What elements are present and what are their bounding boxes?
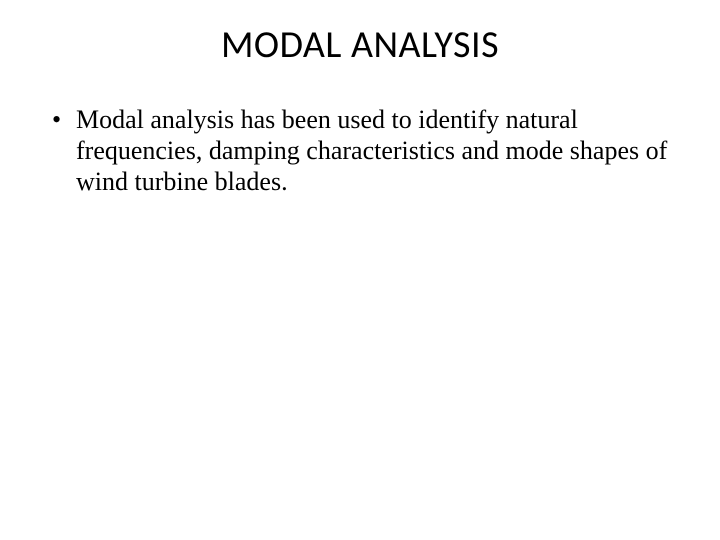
slide-container: MODAL ANALYSIS Modal analysis has been u… bbox=[0, 0, 720, 540]
slide-title: MODAL ANALYSIS bbox=[48, 22, 672, 68]
bullet-item: Modal analysis has been used to identify… bbox=[48, 104, 672, 198]
bullet-list: Modal analysis has been used to identify… bbox=[48, 104, 672, 198]
